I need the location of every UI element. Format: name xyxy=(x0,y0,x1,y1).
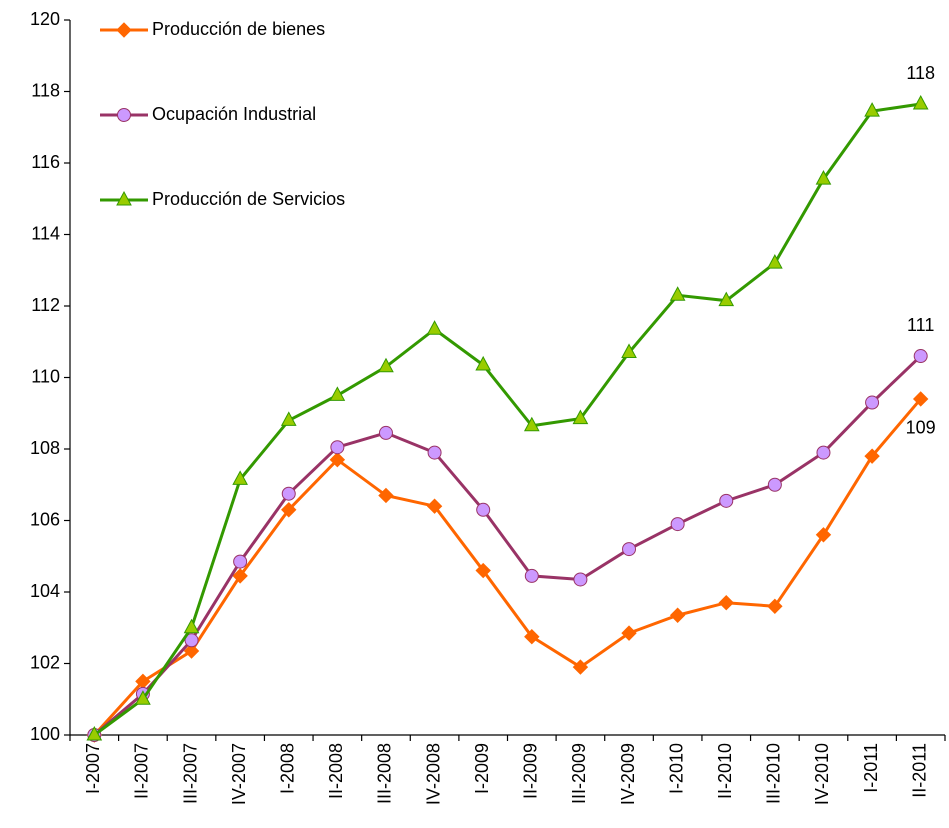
x-tick-label: II-2007 xyxy=(132,743,152,799)
data-point xyxy=(378,425,393,440)
data-point xyxy=(281,486,296,501)
data-point xyxy=(572,659,589,675)
y-tick-label: 112 xyxy=(31,295,60,315)
data-point xyxy=(280,411,297,426)
data-point xyxy=(718,291,735,307)
data-point xyxy=(718,595,734,611)
data-point xyxy=(572,409,589,425)
x-tick-label: I-2009 xyxy=(472,743,492,794)
data-point xyxy=(232,470,248,485)
data-point xyxy=(233,554,248,569)
data-point xyxy=(426,320,443,335)
data-point xyxy=(767,254,783,269)
data-point xyxy=(378,357,394,373)
y-tick-label: 104 xyxy=(30,581,60,601)
data-point xyxy=(232,568,248,584)
data-point xyxy=(183,618,200,634)
legend-marker xyxy=(116,22,132,38)
data-point xyxy=(281,502,297,518)
y-tick-label: 100 xyxy=(30,724,60,744)
x-tick-label: IV-2009 xyxy=(618,743,638,805)
series-line xyxy=(93,102,921,737)
data-point xyxy=(476,502,491,517)
data-point xyxy=(670,517,685,532)
data-point xyxy=(767,598,783,615)
y-tick-label: 102 xyxy=(30,652,60,672)
data-point xyxy=(475,355,492,371)
y-tick-label: 118 xyxy=(31,80,60,100)
data-label: 109 xyxy=(906,418,936,438)
x-tick-label: I-2007 xyxy=(83,743,103,794)
y-tick-label: 120 xyxy=(30,9,60,29)
data-point xyxy=(523,416,540,432)
legend-label: Ocupación Industrial xyxy=(152,104,316,124)
x-tick-label: IV-2010 xyxy=(812,743,832,805)
x-tick-label: III-2007 xyxy=(180,743,200,804)
x-tick-label: II-2009 xyxy=(521,743,541,799)
series-line xyxy=(93,397,922,737)
x-tick-label: I-2008 xyxy=(278,743,298,794)
data-point xyxy=(912,391,929,407)
data-point xyxy=(621,625,637,641)
data-point xyxy=(865,395,880,410)
data-point xyxy=(719,493,734,508)
y-tick-label: 108 xyxy=(30,438,60,458)
data-point xyxy=(864,448,880,464)
data-point xyxy=(912,94,929,110)
x-tick-label: I-2011 xyxy=(861,743,881,793)
data-point xyxy=(183,643,200,659)
x-tick-label: IV-2008 xyxy=(423,743,443,805)
x-tick-label: IV-2007 xyxy=(229,743,249,805)
data-point xyxy=(329,386,346,401)
x-tick-label: II-2008 xyxy=(326,743,346,799)
data-point xyxy=(815,170,832,185)
data-label: 118 xyxy=(906,63,935,83)
data-point xyxy=(86,725,103,741)
data-point xyxy=(767,477,782,492)
data-point xyxy=(426,498,443,514)
legend-marker xyxy=(117,108,131,122)
y-tick-label: 110 xyxy=(31,366,60,386)
legend-label: Producción de Servicios xyxy=(152,189,345,209)
x-tick-label: III-2009 xyxy=(569,743,589,804)
data-point xyxy=(378,487,394,504)
y-tick-label: 116 xyxy=(31,152,60,172)
x-tick-label: II-2010 xyxy=(715,743,735,799)
data-point xyxy=(669,607,686,623)
data-point xyxy=(669,286,686,301)
data-point xyxy=(816,445,831,460)
data-point xyxy=(621,343,637,358)
legend-marker xyxy=(116,190,132,206)
series-line xyxy=(93,354,922,737)
data-point xyxy=(475,562,491,579)
data-point xyxy=(427,445,442,460)
data-point xyxy=(524,568,539,583)
data-point xyxy=(815,527,832,543)
data-point xyxy=(622,542,637,557)
data-point xyxy=(913,349,928,364)
y-tick-label: 114 xyxy=(31,223,60,243)
x-tick-label: III-2008 xyxy=(375,743,395,804)
data-point xyxy=(524,628,540,645)
x-tick-label: II-2011 xyxy=(909,743,929,798)
data-point xyxy=(135,690,151,705)
y-tick-label: 106 xyxy=(30,509,60,529)
data-point xyxy=(330,440,345,455)
x-tick-label: III-2010 xyxy=(764,743,784,804)
data-point xyxy=(864,102,880,117)
x-tick-label: I-2010 xyxy=(666,743,686,794)
data-label: 111 xyxy=(907,315,934,335)
legend-label: Producción de bienes xyxy=(152,19,325,39)
data-point xyxy=(329,452,346,468)
data-point xyxy=(573,572,588,587)
data-point xyxy=(184,633,199,648)
